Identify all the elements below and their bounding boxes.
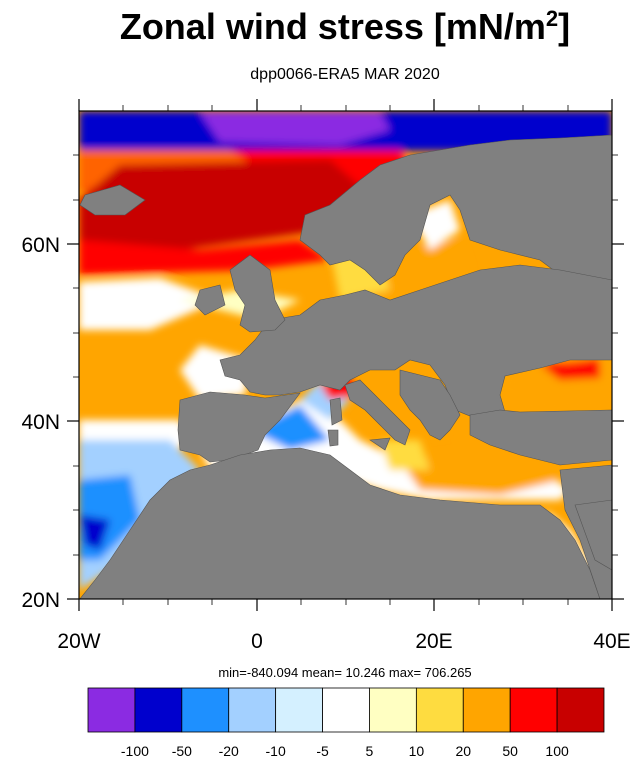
colorbar-label: -20: [219, 743, 239, 759]
map-frame: [78, 110, 613, 600]
colorbar-swatch: [181, 687, 230, 733]
colorbar-swatch: [87, 687, 136, 733]
y-tick-label-20n: 20N: [21, 589, 60, 612]
x-tick-label-40e: 40E: [593, 630, 630, 653]
y-tick-label-60n: 60N: [21, 234, 60, 257]
plot-subtitle: dpp0066-ERA5 MAR 2020: [250, 66, 440, 83]
x-tick-label-20w: 20W: [57, 630, 100, 653]
colorbar-swatch: [556, 687, 605, 733]
colorbar-swatch: [228, 687, 277, 733]
colorbar-label: 10: [409, 743, 425, 759]
colorbar: -100 -50 -20 -10 -5 5 10 20 50 100: [87, 687, 605, 759]
colorbar-label: 20: [455, 743, 471, 759]
x-tick-label-0: 0: [251, 630, 263, 653]
axis-ticks: [67, 99, 624, 611]
colorbar-swatch: [369, 687, 417, 733]
plot-title: Zonal wind stress [mN/m2]: [119, 6, 571, 47]
colorbar-label: -100: [121, 743, 149, 759]
colorbar-label: 50: [502, 743, 518, 759]
colorbar-swatch: [322, 687, 370, 733]
colorbar-swatch: [509, 687, 558, 733]
colorbar-label: -5: [316, 743, 329, 759]
colorbar-swatch: [275, 687, 323, 733]
colorbar-swatch: [415, 687, 464, 733]
colorbar-label: 5: [366, 743, 374, 759]
colorbar-swatch: [462, 687, 511, 733]
colorbar-label: 100: [545, 743, 569, 759]
colorbar-label: -10: [266, 743, 286, 759]
colorbar-swatch: [134, 687, 183, 733]
colorbar-label: -50: [172, 743, 192, 759]
y-tick-label-40n: 40N: [21, 411, 60, 434]
land: [79, 134, 612, 599]
axis-minor-ticks: [73, 105, 618, 605]
stats-line: min=-840.094 mean= 10.246 max= 706.265: [218, 665, 472, 680]
x-tick-label-20e: 20E: [415, 630, 452, 653]
